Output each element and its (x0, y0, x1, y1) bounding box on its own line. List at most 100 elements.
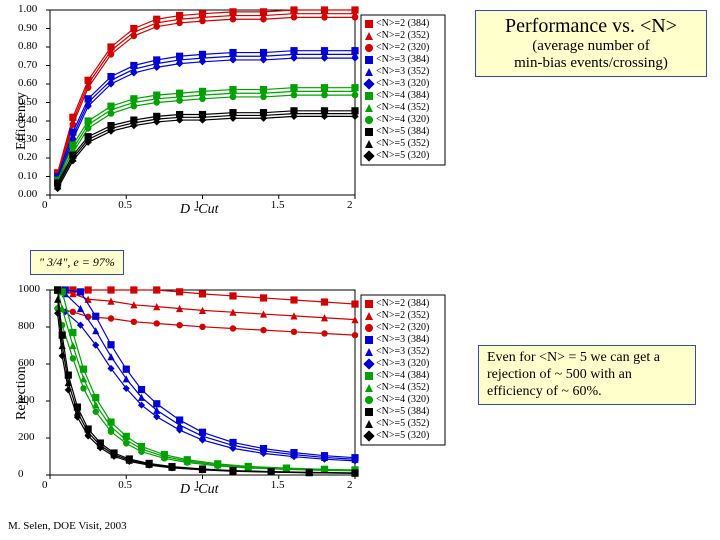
legend-swatch (363, 78, 374, 89)
legend-swatch (365, 116, 373, 124)
legend-swatch (365, 56, 373, 64)
legend-label: <N>=3 (352) (376, 66, 429, 78)
legend-item: <N>=5 (352) (365, 418, 429, 430)
legend-swatch (365, 312, 373, 320)
bottom-legend: <N>=2 (384)<N>=2 (352)<N>=2 (320)<N>=3 (… (365, 298, 429, 442)
xtick: 1.5 (271, 479, 285, 491)
legend-label: <N>=3 (384) (376, 334, 429, 346)
label-34: " 3/4", e = 97% (30, 250, 124, 275)
legend-label: <N>=2 (384) (376, 298, 429, 310)
legend-swatch (363, 358, 374, 369)
legend-item: <N>=5 (320) (365, 430, 429, 442)
legend-label: <N>=4 (352) (376, 102, 429, 114)
title-line2: (average number of (486, 38, 696, 55)
legend-label: <N>=5 (320) (376, 150, 429, 162)
top-legend: <N>=2 (384)<N>=2 (352)<N>=2 (320)<N>=3 (… (365, 18, 429, 162)
legend-item: <N>=4 (384) (365, 90, 429, 102)
legend-item: <N>=4 (352) (365, 382, 429, 394)
xtick: 0.5 (118, 199, 132, 211)
legend-swatch (365, 44, 373, 52)
legend-swatch (365, 68, 373, 76)
label-34-text: " 3/4", e = 97% (39, 255, 115, 269)
legend-swatch (365, 128, 373, 136)
ytick: 0 (18, 468, 24, 480)
ytick: 0.00 (18, 188, 37, 200)
legend-swatch (363, 150, 374, 161)
legend-label: <N>=5 (320) (376, 430, 429, 442)
legend-swatch (365, 140, 373, 148)
xtick: 1.5 (271, 199, 285, 211)
title-line1: Performance vs. <N> (486, 15, 696, 38)
legend-label: <N>=2 (352) (376, 310, 429, 322)
ytick: 0.60 (18, 77, 37, 89)
legend-swatch (365, 348, 373, 356)
xtick: 0 (42, 199, 48, 211)
legend-item: <N>=2 (384) (365, 18, 429, 30)
note-text: Even for <N> = 5 we can get a rejection … (487, 350, 660, 399)
legend-item: <N>=2 (384) (365, 298, 429, 310)
legend-label: <N>=2 (352) (376, 30, 429, 42)
legend-item: <N>=4 (352) (365, 102, 429, 114)
legend-label: <N>=3 (320) (376, 358, 429, 370)
legend-swatch (365, 420, 373, 428)
legend-label: <N>=4 (384) (376, 90, 429, 102)
legend-item: <N>=2 (320) (365, 42, 429, 54)
xtick: 0.5 (118, 479, 132, 491)
top-xlabel: D -Cut (180, 202, 219, 218)
ytick: 1.00 (18, 3, 37, 15)
ytick: 0.10 (18, 170, 37, 182)
legend-item: <N>=3 (384) (365, 334, 429, 346)
legend-label: <N>=2 (320) (376, 322, 429, 334)
legend-item: <N>=3 (320) (365, 78, 429, 90)
legend-swatch (365, 32, 373, 40)
legend-label: <N>=5 (384) (376, 126, 429, 138)
legend-label: <N>=3 (384) (376, 54, 429, 66)
legend-swatch (365, 372, 373, 380)
footer: M. Selen, DOE Visit, 2003 (8, 520, 127, 532)
ytick: 1000 (18, 283, 40, 295)
bottom-xlabel: D -Cut (180, 482, 219, 498)
legend-item: <N>=3 (352) (365, 346, 429, 358)
legend-item: <N>=5 (384) (365, 406, 429, 418)
legend-item: <N>=5 (384) (365, 126, 429, 138)
legend-item: <N>=5 (320) (365, 150, 429, 162)
note-callout: Even for <N> = 5 we can get a rejection … (478, 345, 696, 405)
legend-label: <N>=5 (352) (376, 138, 429, 150)
ytick: 0.20 (18, 151, 37, 163)
legend-item: <N>=4 (384) (365, 370, 429, 382)
legend-label: <N>=3 (352) (376, 346, 429, 358)
legend-label: <N>=2 (320) (376, 42, 429, 54)
legend-label: <N>=3 (320) (376, 78, 429, 90)
legend-label: <N>=4 (320) (376, 394, 429, 406)
legend-label: <N>=4 (352) (376, 382, 429, 394)
legend-swatch (365, 92, 373, 100)
ytick: 0.80 (18, 40, 37, 52)
legend-swatch (365, 104, 373, 112)
ytick: 0.90 (18, 22, 37, 34)
legend-item: <N>=2 (352) (365, 30, 429, 42)
legend-swatch (365, 408, 373, 416)
legend-swatch (365, 396, 373, 404)
legend-label: <N>=5 (352) (376, 418, 429, 430)
legend-label: <N>=2 (384) (376, 18, 429, 30)
legend-item: <N>=5 (352) (365, 138, 429, 150)
legend-swatch (365, 324, 373, 332)
legend-item: <N>=2 (320) (365, 322, 429, 334)
legend-item: <N>=3 (320) (365, 358, 429, 370)
ytick: 800 (18, 320, 35, 332)
legend-swatch (365, 384, 373, 392)
legend-item: <N>=2 (352) (365, 310, 429, 322)
legend-item: <N>=4 (320) (365, 394, 429, 406)
legend-label: <N>=4 (384) (376, 370, 429, 382)
title-callout: Performance vs. <N> (average number of m… (475, 10, 707, 77)
ytick: 200 (18, 431, 35, 443)
xtick: 2 (347, 199, 353, 211)
title-line3: min-bias events/crossing) (486, 55, 696, 72)
legend-swatch (363, 430, 374, 441)
legend-item: <N>=4 (320) (365, 114, 429, 126)
legend-swatch (365, 300, 373, 308)
bottom-ylabel: Rejection (14, 366, 30, 420)
legend-label: <N>=4 (320) (376, 114, 429, 126)
xtick: 2 (347, 479, 353, 491)
ytick: 0.70 (18, 59, 37, 71)
